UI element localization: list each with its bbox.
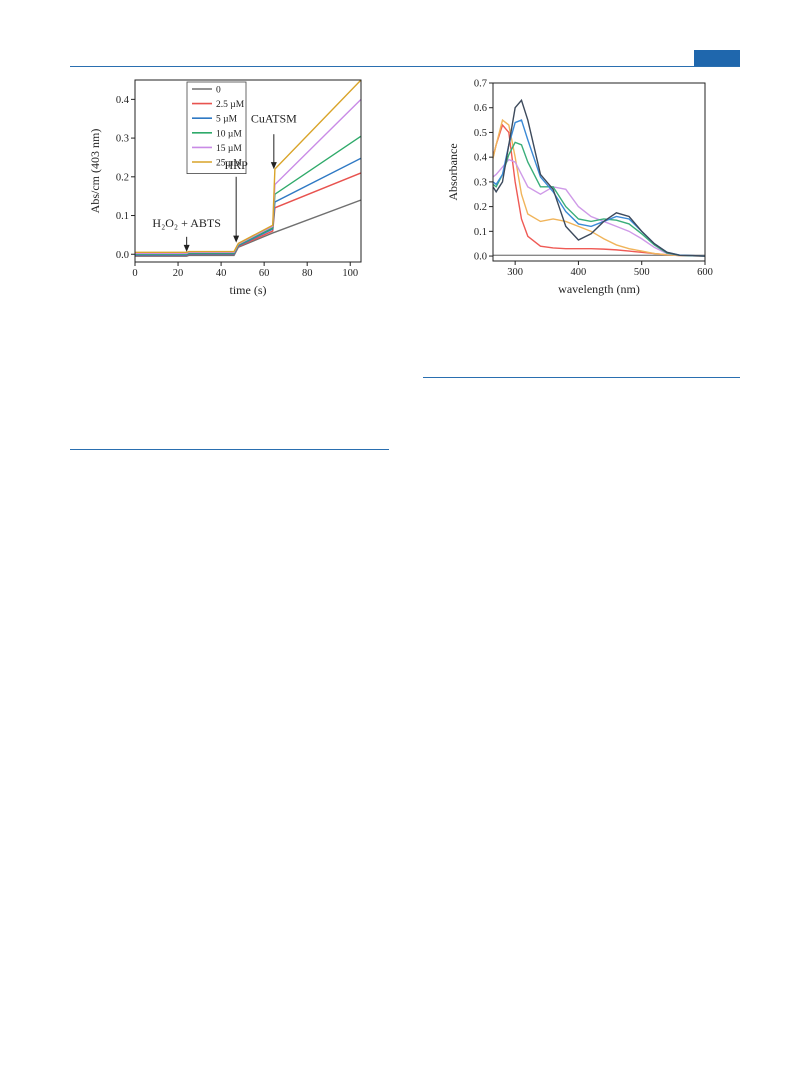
data-line [135,80,361,254]
y-tick-label: 0.3 [116,134,129,145]
y-tick-label: 0.0 [474,252,487,263]
y-tick-label: 0.2 [474,202,487,213]
x-tick-label: 60 [259,268,270,279]
annotation: HRP [224,158,248,172]
x-tick-label: 0 [132,268,137,279]
data-line [135,135,361,255]
legend-label: 5 µM [216,115,238,125]
x-tick-label: 600 [697,267,713,278]
annotation: CuATSM [251,112,297,126]
x-tick-label: 400 [571,267,587,278]
x-axis-label: wavelength (nm) [558,282,640,296]
y-tick-label: 0.4 [474,153,488,164]
data-line [135,98,361,255]
legend-label: 15 µM [216,144,242,154]
y-tick-label: 0.1 [474,227,487,238]
legend-box [186,81,247,174]
plot-area [493,98,705,257]
x-tick-label: 100 [342,268,358,279]
y-tick-label: 0.6 [474,103,487,114]
y-axis-label: Abs/cm (403 nm) [88,129,102,214]
x-tick-label: 20 [173,268,184,279]
y-tick-label: 0.4 [116,95,130,106]
x-tick-label: 300 [507,267,523,278]
data-line [493,141,705,257]
legend-label: 0 [216,86,221,96]
y-tick-label: 0.5 [474,128,487,139]
axes-frame [492,82,706,262]
x-tick-label: 500 [634,267,650,278]
legend-label: 2.5 µM [216,100,245,110]
data-line [493,98,705,257]
y-tick-label: 0.3 [474,177,487,188]
y-tick-label: 0.1 [116,211,129,222]
x-tick-label: 40 [216,268,227,279]
legend-label: 10 µM [216,129,242,139]
data-line [493,118,705,257]
annotation-arrowhead [183,244,190,252]
data-line [493,158,705,257]
annotation-arrowhead [233,235,240,243]
y-axis-label: Absorbance [446,143,460,200]
header-tab [694,50,740,66]
annotation: H₂O₂ + ABTS [152,216,220,230]
annotation-arrowhead [270,162,277,170]
y-tick-label: 0.0 [116,250,129,261]
y-tick-label: 0.7 [474,79,487,90]
x-tick-label: 80 [302,268,313,279]
y-tick-label: 0.2 [116,172,129,183]
x-axis-label: time (s) [230,283,267,297]
chart: 300 400 500 600 0.0 0.1 0.2 0.3 0.4 0.5 0.6 0.7 wave… [446,79,713,297]
plot-area [135,80,361,257]
axes-frame [134,79,362,263]
chart: 0 20 40 60 80 100 0.0 0.1 0.2 0.3 0.4 time (s) Abs/c… [88,79,362,297]
legend-label: 25 µM [216,159,242,169]
